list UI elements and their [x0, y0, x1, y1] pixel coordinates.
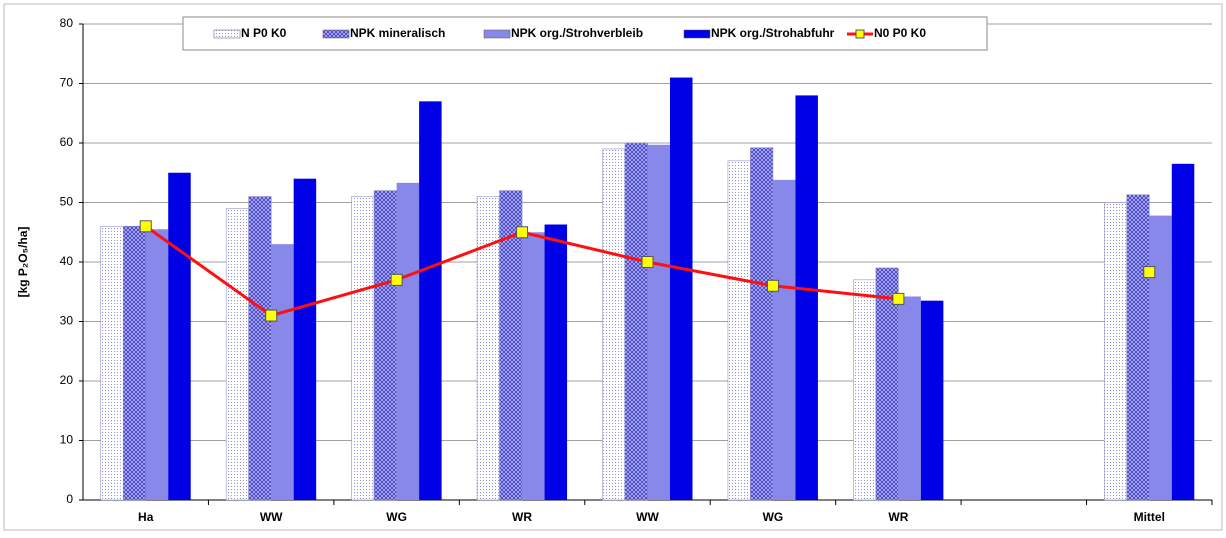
legend-label: NPK org./Strohabfuhr — [711, 26, 835, 40]
legend-swatch — [483, 29, 511, 39]
bar — [168, 172, 191, 500]
bar — [248, 196, 272, 501]
legend-label: N P0 K0 — [241, 26, 287, 40]
line-marker — [766, 279, 779, 292]
bar — [522, 232, 545, 500]
bar — [670, 77, 693, 501]
bar — [419, 101, 442, 500]
x-tick-label: WW — [636, 510, 659, 524]
line-marker — [516, 226, 529, 239]
y-tick-label: 70 — [60, 76, 74, 90]
bar — [727, 160, 751, 501]
bar — [271, 244, 294, 500]
bar — [898, 296, 921, 500]
bar — [602, 148, 626, 501]
x-tick-label: Mittel — [1134, 510, 1165, 524]
y-tick-label: 50 — [60, 195, 74, 209]
line-marker — [139, 220, 152, 233]
legend-marker — [855, 29, 865, 39]
bar — [145, 229, 169, 500]
bar — [853, 279, 877, 501]
x-tick-label: WR — [888, 510, 908, 524]
x-tick-label: WW — [260, 510, 283, 524]
bar — [624, 142, 648, 501]
bar — [293, 178, 317, 500]
bar — [1126, 194, 1150, 501]
y-tick-label: 40 — [60, 254, 74, 268]
bar — [772, 179, 796, 500]
legend-label: NPK org./Strohverbleib — [511, 26, 643, 40]
bar — [920, 300, 944, 500]
bar — [544, 224, 568, 500]
bar — [351, 196, 375, 501]
bar — [225, 208, 249, 501]
bar — [1104, 202, 1128, 501]
line-marker — [641, 256, 654, 268]
legend-label: NPK mineralisch — [350, 26, 445, 40]
line-marker — [1143, 266, 1156, 279]
bar — [1149, 215, 1172, 500]
line-marker — [892, 292, 905, 305]
bar — [750, 147, 774, 501]
x-tick-label: WR — [512, 510, 532, 524]
x-tick-label: Ha — [138, 510, 154, 524]
y-tick-label: 80 — [60, 16, 74, 30]
y-tick-label: 0 — [66, 492, 73, 506]
y-tick-label: 10 — [60, 433, 74, 447]
legend-swatch — [322, 29, 350, 39]
bar — [373, 190, 397, 501]
x-tick-label: WG — [763, 510, 784, 524]
y-tick-label: 20 — [60, 373, 74, 387]
bar — [122, 226, 146, 501]
bar — [647, 144, 670, 500]
line-marker — [265, 309, 278, 322]
legend-swatch — [213, 29, 241, 39]
y-tick-label: 30 — [60, 314, 74, 328]
bar — [795, 95, 818, 501]
x-tick-label: WG — [386, 510, 407, 524]
legend-swatch — [683, 29, 711, 39]
legend-label: N0 P0 K0 — [874, 26, 926, 40]
y-tick-label: 60 — [60, 135, 74, 149]
line-marker — [390, 273, 403, 286]
bar — [1171, 163, 1195, 500]
bar — [396, 182, 420, 501]
bar — [100, 226, 124, 501]
y-axis-label: [kg P₂O₅/ha] — [16, 227, 30, 298]
